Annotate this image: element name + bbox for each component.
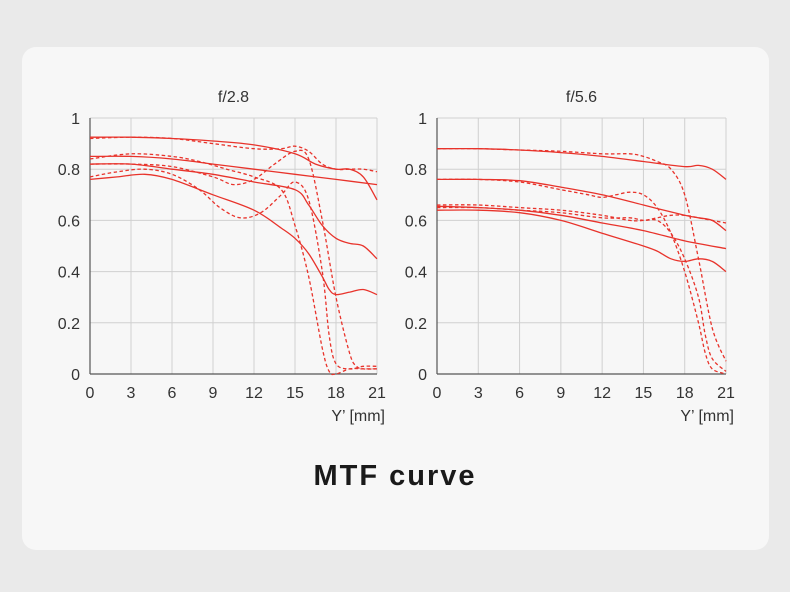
mtf-series-5-solid bbox=[89, 163, 378, 260]
y-tick-label: 0.6 bbox=[58, 213, 80, 230]
y-tick-label: 0.4 bbox=[405, 265, 427, 282]
y-tick-label: 1 bbox=[418, 111, 427, 128]
y-tick-label: 0.2 bbox=[58, 316, 80, 333]
x-tick-label: 15 bbox=[635, 385, 653, 402]
x-tick-label: 6 bbox=[168, 385, 177, 402]
mtf-series-3-solid bbox=[89, 155, 378, 186]
x-tick-label: 6 bbox=[515, 385, 524, 402]
chart-panel-1: 0 3 6 9 12 15 18 21 0 0.2 0.4 0.6 0.8 1 f/2.8 Y’ [mm] bbox=[58, 89, 386, 425]
chart-title: f/2.8 bbox=[218, 89, 249, 106]
chart-panel-2: 0 3 6 9 12 15 18 21 0 0.2 0.4 0.6 0.8 1 f/5.6 Y’ [mm] bbox=[405, 89, 735, 425]
x-tick-label: 12 bbox=[593, 385, 611, 402]
mtf-series-7-solid bbox=[89, 173, 378, 296]
mtf-series-4-dashed bbox=[436, 178, 727, 375]
x-tick-label: 21 bbox=[368, 385, 386, 402]
chart-title: f/5.6 bbox=[566, 89, 597, 106]
mtf-series-6-dashed bbox=[89, 149, 378, 370]
y-tick-label: 0 bbox=[71, 367, 80, 384]
x-tick-label: 9 bbox=[556, 385, 565, 402]
y-tick-label: 1 bbox=[71, 111, 80, 128]
x-tick-label: 18 bbox=[676, 385, 694, 402]
x-axis-label: Y’ [mm] bbox=[331, 408, 385, 425]
y-tick-label: 0.8 bbox=[58, 162, 80, 179]
x-tick-label: 12 bbox=[245, 385, 263, 402]
mtf-series-4-dashed bbox=[89, 153, 377, 376]
y-tick-label: 0 bbox=[418, 367, 427, 384]
mtf-series-1-solid bbox=[89, 136, 378, 201]
mtf-series-2-dashed bbox=[89, 136, 378, 173]
mtf-series-1-solid bbox=[436, 147, 727, 180]
y-tick-label: 0.4 bbox=[58, 265, 80, 282]
mtf-series-8-dashed bbox=[89, 168, 378, 370]
y-tick-label: 0.8 bbox=[405, 162, 427, 179]
x-tick-label: 9 bbox=[209, 385, 218, 402]
x-tick-label: 15 bbox=[286, 385, 304, 402]
x-tick-label: 18 bbox=[327, 385, 345, 402]
x-axis-label: Y’ [mm] bbox=[680, 408, 734, 425]
x-tick-label: 21 bbox=[717, 385, 735, 402]
mtf-series-7-solid bbox=[436, 209, 727, 273]
x-tick-label: 3 bbox=[127, 385, 136, 402]
y-tick-label: 0.2 bbox=[405, 316, 427, 333]
caption-title: MTF curve bbox=[313, 460, 477, 492]
x-tick-label: 0 bbox=[86, 385, 95, 402]
chart-card bbox=[22, 47, 769, 550]
mtf-series-8-dashed bbox=[436, 206, 727, 372]
y-tick-label: 0.6 bbox=[405, 213, 427, 230]
x-tick-label: 3 bbox=[474, 385, 483, 402]
x-tick-label: 0 bbox=[433, 385, 442, 402]
